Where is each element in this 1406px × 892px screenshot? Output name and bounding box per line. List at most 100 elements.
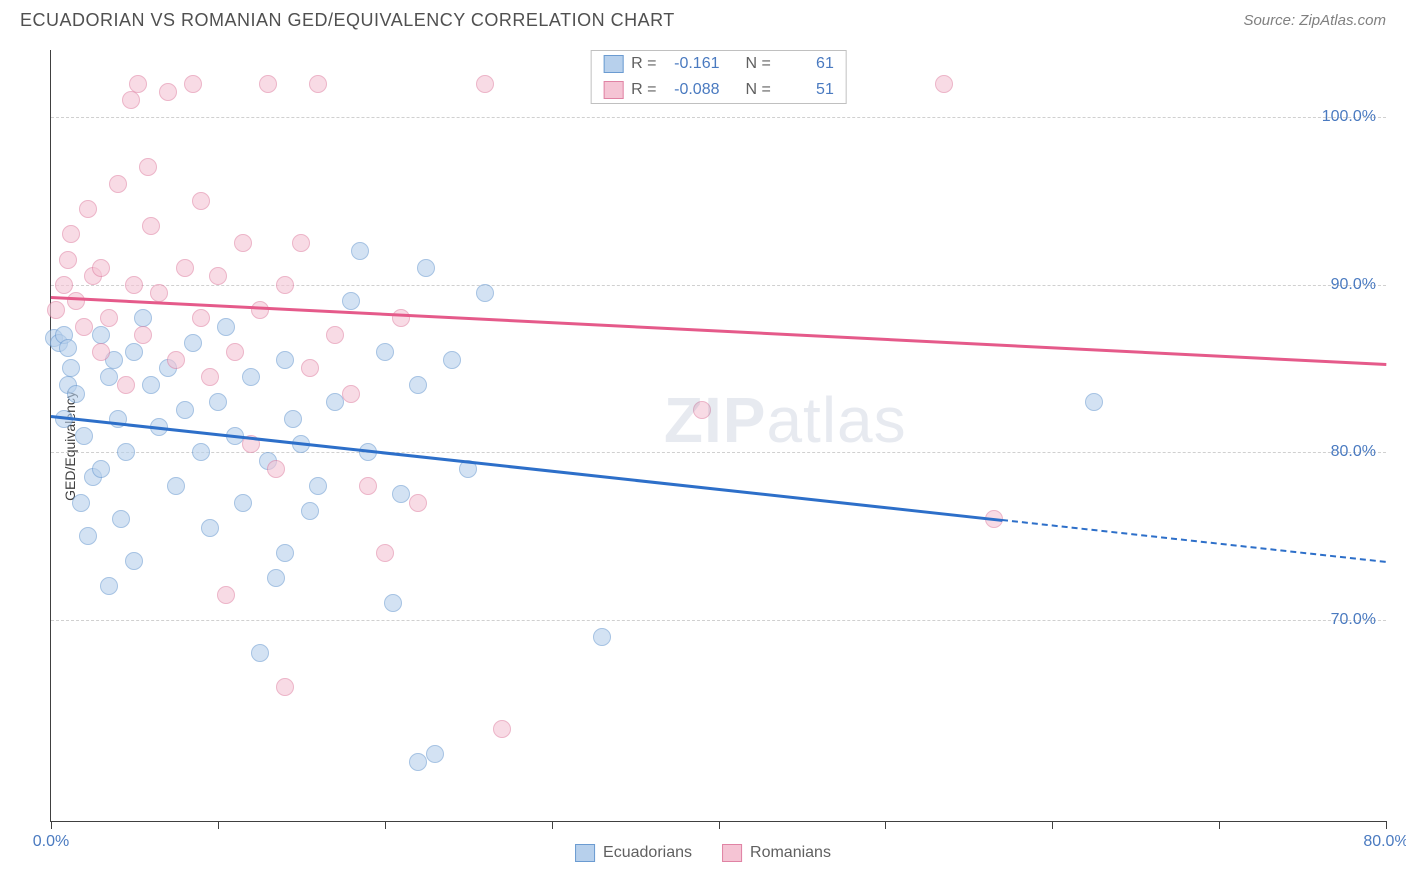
scatter-point <box>226 343 244 361</box>
scatter-point <box>417 259 435 277</box>
scatter-point <box>92 343 110 361</box>
x-tick <box>1052 821 1053 829</box>
scatter-point <box>342 292 360 310</box>
scatter-point <box>109 175 127 193</box>
scatter-point <box>234 234 252 252</box>
scatter-point <box>67 292 85 310</box>
scatter-point <box>59 251 77 269</box>
scatter-point <box>384 594 402 612</box>
scatter-point <box>176 401 194 419</box>
scatter-point <box>392 485 410 503</box>
scatter-point <box>100 577 118 595</box>
scatter-point <box>142 376 160 394</box>
scatter-point <box>67 385 85 403</box>
scatter-point <box>125 343 143 361</box>
scatter-point <box>267 460 285 478</box>
scatter-point <box>309 75 327 93</box>
n-label: N = <box>746 81 771 99</box>
trend-line <box>51 296 1386 366</box>
scatter-point <box>159 83 177 101</box>
scatter-point <box>426 745 444 763</box>
scatter-point <box>192 309 210 327</box>
scatter-point <box>234 494 252 512</box>
series-legend-item: Ecuadorians <box>575 844 692 862</box>
scatter-point <box>217 318 235 336</box>
scatter-point <box>75 427 93 445</box>
scatter-point <box>276 544 294 562</box>
x-tick-label: 80.0% <box>1363 833 1406 851</box>
scatter-point <box>62 359 80 377</box>
scatter-point <box>117 376 135 394</box>
scatter-point <box>79 200 97 218</box>
n-value: 61 <box>779 55 834 73</box>
scatter-point <box>342 385 360 403</box>
y-tick-label: 80.0% <box>1331 443 1376 461</box>
x-tick <box>1219 821 1220 829</box>
x-tick <box>719 821 720 829</box>
x-tick <box>218 821 219 829</box>
scatter-point <box>117 443 135 461</box>
source-attribution: Source: ZipAtlas.com <box>1243 12 1386 29</box>
y-tick-label: 100.0% <box>1322 108 1376 126</box>
chart-plot-area: ZIPatlas R =-0.161N =61R =-0.088N =51 70… <box>50 50 1386 822</box>
x-tick <box>1386 821 1387 829</box>
correlation-legend: R = -0.161 N = 61 R = -0.088 N = 51 <box>590 50 847 104</box>
r-label: R = <box>631 55 656 73</box>
scatter-point <box>242 368 260 386</box>
scatter-point <box>251 301 269 319</box>
scatter-point <box>92 259 110 277</box>
scatter-point <box>167 477 185 495</box>
scatter-point <box>100 368 118 386</box>
scatter-point <box>476 75 494 93</box>
scatter-point <box>201 368 219 386</box>
scatter-point <box>209 393 227 411</box>
series-label: Ecuadorians <box>603 844 692 862</box>
chart-title: ECUADORIAN VS ROMANIAN GED/EQUIVALENCY C… <box>20 10 675 31</box>
y-tick-label: 70.0% <box>1331 611 1376 629</box>
scatter-point <box>276 678 294 696</box>
gridline-h <box>51 620 1386 621</box>
r-label: R = <box>631 81 656 99</box>
r-value: -0.161 <box>665 55 720 73</box>
scatter-point <box>184 334 202 352</box>
scatter-point <box>150 284 168 302</box>
scatter-point <box>443 351 461 369</box>
scatter-point <box>139 158 157 176</box>
n-value: 51 <box>779 81 834 99</box>
scatter-point <box>55 276 73 294</box>
scatter-point <box>62 225 80 243</box>
scatter-point <box>72 494 90 512</box>
scatter-point <box>326 393 344 411</box>
scatter-point <box>92 460 110 478</box>
legend-swatch <box>722 844 742 862</box>
x-tick <box>552 821 553 829</box>
scatter-point <box>201 519 219 537</box>
scatter-point <box>59 339 77 357</box>
x-tick <box>885 821 886 829</box>
scatter-point <box>309 477 327 495</box>
n-label: N = <box>746 55 771 73</box>
legend-swatch <box>575 844 595 862</box>
scatter-point <box>184 75 202 93</box>
legend-row: R = -0.161 N = 61 <box>591 51 846 77</box>
scatter-point <box>292 234 310 252</box>
series-legend-item: Romanians <box>722 844 831 862</box>
scatter-point <box>167 351 185 369</box>
scatter-point <box>493 720 511 738</box>
scatter-point <box>100 309 118 327</box>
scatter-point <box>192 443 210 461</box>
legend-swatch <box>603 55 623 73</box>
scatter-point <box>409 376 427 394</box>
trend-line <box>51 415 1002 521</box>
scatter-point <box>259 75 277 93</box>
scatter-point <box>192 192 210 210</box>
scatter-point <box>79 527 97 545</box>
x-tick <box>385 821 386 829</box>
scatter-point <box>359 477 377 495</box>
scatter-point <box>392 309 410 327</box>
x-tick-label: 0.0% <box>33 833 69 851</box>
y-tick-label: 90.0% <box>1331 276 1376 294</box>
r-value: -0.088 <box>665 81 720 99</box>
scatter-point <box>276 276 294 294</box>
scatter-point <box>301 359 319 377</box>
